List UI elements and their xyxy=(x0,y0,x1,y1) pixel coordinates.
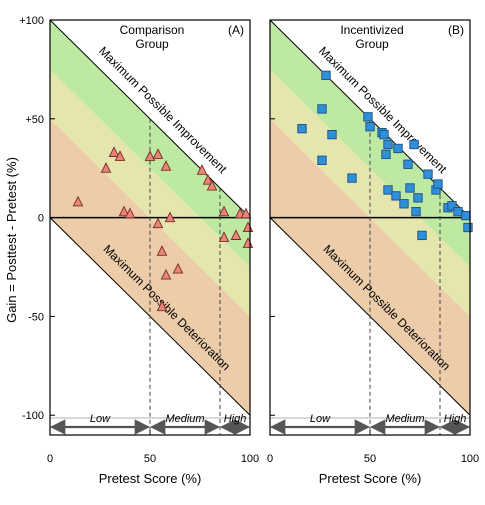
x-axis-title: Pretest Score (%) xyxy=(99,471,202,486)
panel-title-line-1: Incentivized xyxy=(340,23,403,37)
square-marker xyxy=(327,129,337,140)
band-label-low: Low xyxy=(310,413,331,425)
yellow-band xyxy=(50,69,250,317)
x-tick-label: 0 xyxy=(47,453,53,465)
triangle-marker xyxy=(108,146,120,157)
triangle-marker xyxy=(202,173,214,185)
square-marker xyxy=(409,139,419,150)
band-label-low: Low xyxy=(90,413,111,425)
x-tick-label: 100 xyxy=(241,453,259,465)
square-marker xyxy=(383,139,393,150)
data-points xyxy=(297,70,473,241)
y-tick-label: +100 xyxy=(19,15,44,27)
square-marker xyxy=(321,70,331,80)
band-label-high: High xyxy=(444,413,467,425)
square-marker xyxy=(453,207,463,217)
x-tick-label: 50 xyxy=(144,453,156,465)
square-marker xyxy=(365,122,375,132)
triangle-marker xyxy=(160,160,172,171)
square-marker xyxy=(317,155,327,165)
square-marker xyxy=(297,124,307,134)
y-tick-label: 0 xyxy=(38,213,44,225)
square-marker xyxy=(391,191,401,201)
triangle-marker xyxy=(100,162,112,173)
yellow-band xyxy=(270,69,470,317)
panel-tag: (B) xyxy=(448,23,464,37)
triangle-marker xyxy=(206,179,218,191)
square-marker xyxy=(399,199,409,209)
triangle-marker xyxy=(144,150,156,161)
square-marker xyxy=(403,159,413,169)
square-marker xyxy=(461,210,471,221)
square-marker xyxy=(417,230,427,241)
triangle-marker xyxy=(118,205,130,217)
square-marker xyxy=(463,222,473,233)
square-marker xyxy=(433,179,443,189)
triangle-marker xyxy=(72,195,84,207)
square-marker xyxy=(379,129,389,140)
square-marker xyxy=(381,149,391,160)
band-label-medium: Medium xyxy=(385,413,424,425)
triangle-marker xyxy=(196,164,208,175)
y-tick-label: -100 xyxy=(22,410,44,422)
square-marker xyxy=(393,143,403,154)
triangle-marker xyxy=(152,217,164,229)
x-tick-label: 50 xyxy=(364,453,376,465)
x-tick-label: 0 xyxy=(267,453,273,465)
band-label-medium: Medium xyxy=(165,413,204,425)
triangle-marker xyxy=(160,268,172,280)
square-marker xyxy=(423,169,433,179)
x-tick-label: 100 xyxy=(461,453,479,465)
triangle-marker xyxy=(230,229,242,240)
triangle-marker xyxy=(114,150,126,161)
triangle-marker xyxy=(218,231,230,242)
triangle-marker xyxy=(240,207,252,219)
data-points xyxy=(72,146,254,312)
y-tick-label: +50 xyxy=(25,114,44,126)
square-marker xyxy=(363,112,373,122)
panel-title-line-2: Group xyxy=(135,37,169,51)
band-label-high: High xyxy=(224,413,247,425)
triangle-marker xyxy=(164,211,176,223)
square-marker xyxy=(447,201,457,211)
triangle-marker xyxy=(152,148,164,159)
square-marker xyxy=(411,207,421,217)
y-tick-label: -50 xyxy=(28,311,44,323)
square-marker xyxy=(383,185,393,195)
triangle-marker xyxy=(124,207,136,219)
square-marker xyxy=(413,193,423,203)
shared-axes: Gain = Posttest - Pretest (%) xyxy=(4,157,19,323)
square-marker xyxy=(405,183,415,193)
panel-tag: (A) xyxy=(228,23,244,37)
panel-title-line-1: Comparison xyxy=(120,23,185,37)
triangle-marker xyxy=(156,245,168,256)
square-marker xyxy=(347,173,357,183)
panel-title-line-2: Group xyxy=(355,37,389,51)
x-axis-title: Pretest Score (%) xyxy=(319,471,422,486)
triangle-marker xyxy=(156,300,168,312)
triangle-marker xyxy=(172,262,184,274)
square-marker xyxy=(317,104,327,114)
y-axis-title: Gain = Posttest - Pretest (%) xyxy=(4,157,19,323)
triangle-marker xyxy=(218,205,230,217)
